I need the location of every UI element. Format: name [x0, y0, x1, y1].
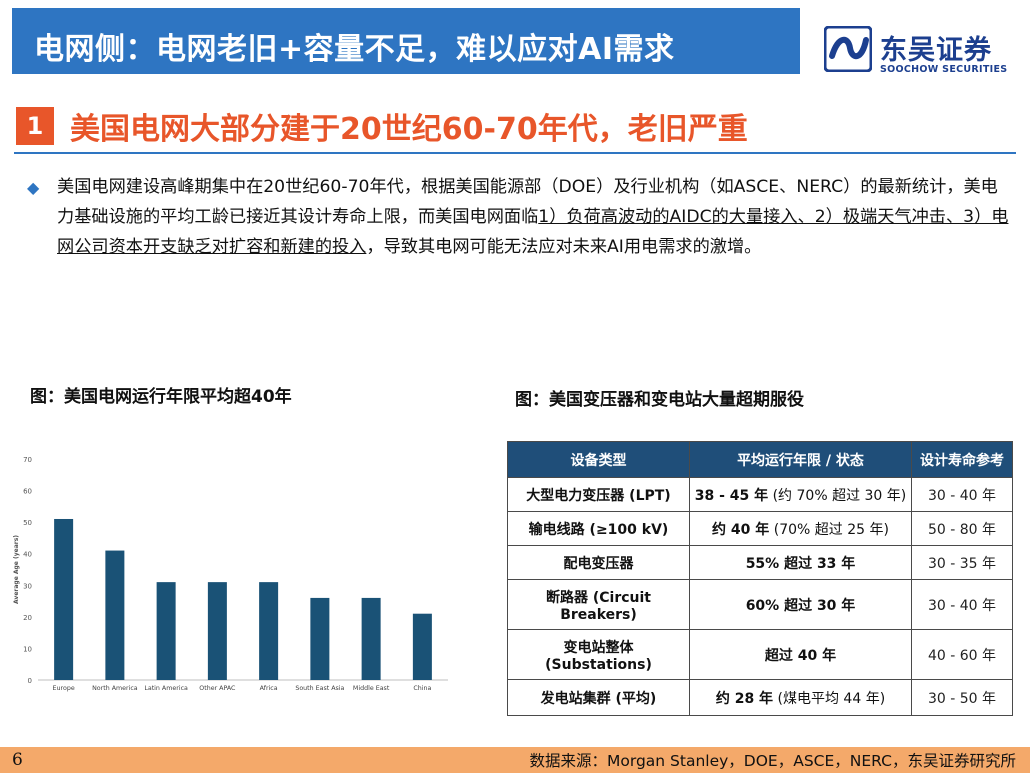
footer-bar	[0, 747, 1030, 773]
header-equipment-type: 设备类型	[507, 441, 690, 478]
age-value: 约 40 年	[712, 521, 770, 538]
cell-design-life: 50 - 80 年	[911, 511, 1013, 546]
paragraph-text-2: ，导致其电网可能无法应对未来AI用电需求的激增。	[366, 237, 762, 257]
header-title: 电网侧：电网老旧+容量不足，难以应对AI需求	[34, 32, 675, 67]
cell-design-life: 30 - 50 年	[911, 679, 1013, 716]
summary-paragraph: 美国电网建设高峰期集中在20世纪60-70年代，根据美国能源部（DOE）及行业机…	[57, 172, 1012, 262]
bar-south-east-asia	[310, 597, 330, 680]
age-value: 55% 超过 33 年	[745, 555, 856, 572]
cell-design-life: 30 - 40 年	[911, 477, 1013, 512]
x-tick-label: North America	[92, 685, 138, 692]
y-tick-label: 60	[23, 488, 32, 496]
table-caption: 图：美国变压器和变电站大量超期服役	[515, 390, 804, 410]
x-tick-label: Europe	[53, 685, 75, 692]
table-row: 断路器 (Circuit Breakers) 60% 超过 30 年 30 - 40…	[507, 579, 1013, 630]
table-row: 配电变压器 55% 超过 33 年 30 - 35 年	[507, 545, 1013, 580]
logo-name-cn: 东吴证券	[880, 35, 992, 66]
grid-age-bar-chart: 0 10 20 30 40 50 60 70 Average Age (years) Europe…	[13, 456, 448, 692]
x-tick-label: China	[413, 685, 431, 692]
bar-north-america	[105, 550, 125, 680]
equipment-age-table: 设备类型 平均运行年限 / 状态 设计寿命参考 大型电力变压器 (LPT) 38 …	[507, 441, 1013, 716]
data-source: 数据来源：Morgan Stanley，DOE，ASCE，NERC，东吴证券研究…	[529, 752, 1017, 770]
age-note: (约 70% 超过 30 年)	[768, 487, 907, 504]
y-tick-label: 10	[23, 645, 32, 653]
page-number: 6	[12, 750, 23, 770]
header-design-life: 设计寿命参考	[911, 441, 1013, 478]
age-value: 38 - 45 年	[694, 487, 769, 504]
bar-africa	[259, 582, 279, 680]
paragraph-text-1: 美国电网建设高峰期集中在20世纪60-70年代，根据美国能源部（DOE）及行业机…	[57, 177, 998, 227]
y-tick-label: 0	[28, 677, 32, 685]
y-tick-label: 70	[23, 456, 32, 464]
cell-design-life: 30 - 40 年	[911, 579, 1013, 630]
bar-latin-america	[156, 582, 176, 680]
x-tick-label: Other APAC	[199, 685, 236, 692]
age-value: 超过 40 年	[764, 647, 837, 664]
header-bar: 电网侧：电网老旧+容量不足，难以应对AI需求	[12, 8, 800, 74]
bar-china	[412, 613, 432, 680]
paragraph-underlined-text: 1）负荷高波动的AIDC的大量接入、2）极端天气冲击、3）电网公司资本开支缺乏对…	[57, 207, 1009, 257]
cell-equipment-type: 输电线路 (≥100 kV)	[507, 511, 690, 546]
bar-europe	[54, 518, 74, 680]
age-value: 60% 超过 30 年	[745, 597, 856, 614]
x-tick-label: Africa	[260, 685, 278, 692]
table-row: 发电站集群 (平均) 约 28 年 (煤电平均 44 年) 30 - 50 年	[507, 679, 1013, 716]
bar-other-apac	[207, 582, 227, 680]
x-tick-label: Latin America	[144, 685, 188, 692]
y-tick-label: 30	[23, 582, 32, 590]
x-tick-label: Middle East	[353, 685, 390, 692]
cell-equipment-type: 变电站整体 (Substations)	[507, 629, 690, 680]
y-tick-label: 20	[23, 614, 32, 622]
cell-equipment-type: 发电站集群 (平均)	[507, 679, 690, 716]
section-divider	[14, 152, 1016, 154]
diamond-bullet-icon: ◆	[27, 178, 40, 197]
cell-average-age: 超过 40 年	[689, 629, 912, 680]
table-row: 大型电力变压器 (LPT) 38 - 45 年 (约 70% 超过 30 年) 30…	[507, 477, 1013, 512]
table-row: 变电站整体 (Substations) 超过 40 年 40 - 60 年	[507, 629, 1013, 680]
table-row: 输电线路 (≥100 kV) 约 40 年 (70% 超过 25 年) 50 - 8…	[507, 511, 1013, 546]
y-tick-label: 40	[23, 551, 32, 559]
bar-middle-east	[361, 597, 381, 680]
cell-average-age: 约 40 年 (70% 超过 25 年)	[689, 511, 912, 546]
cell-design-life: 30 - 35 年	[911, 545, 1013, 580]
chart-caption: 图：美国电网运行年限平均超40年	[30, 387, 292, 407]
y-axis-label: Average Age (years)	[13, 535, 20, 604]
soochow-logo-icon	[824, 26, 872, 72]
age-note: (煤电平均 44 年)	[773, 690, 886, 707]
cell-design-life: 40 - 60 年	[911, 629, 1013, 680]
cell-average-age: 38 - 45 年 (约 70% 超过 30 年)	[689, 477, 912, 512]
age-note: (70% 超过 25 年)	[769, 521, 889, 538]
company-logo: 东吴证券 SOOCHOW SECURITIES	[822, 26, 1022, 76]
header-average-age: 平均运行年限 / 状态	[689, 441, 912, 478]
cell-equipment-type: 大型电力变压器 (LPT)	[507, 477, 690, 512]
section-number: 1	[16, 107, 54, 145]
section-title: 美国电网大部分建于20世纪60-70年代，老旧严重	[70, 112, 748, 147]
x-tick-label: South East Asia	[295, 685, 344, 692]
age-value: 约 28 年	[715, 690, 774, 707]
logo-name-en: SOOCHOW SECURITIES	[880, 64, 1008, 75]
cell-average-age: 60% 超过 30 年	[689, 579, 912, 630]
cell-average-age: 55% 超过 33 年	[689, 545, 912, 580]
y-tick-label: 50	[23, 519, 32, 527]
cell-equipment-type: 断路器 (Circuit Breakers)	[507, 579, 690, 630]
cell-average-age: 约 28 年 (煤电平均 44 年)	[689, 679, 912, 716]
cell-equipment-type: 配电变压器	[507, 545, 690, 580]
table-header-row: 设备类型 平均运行年限 / 状态 设计寿命参考	[507, 441, 1013, 478]
